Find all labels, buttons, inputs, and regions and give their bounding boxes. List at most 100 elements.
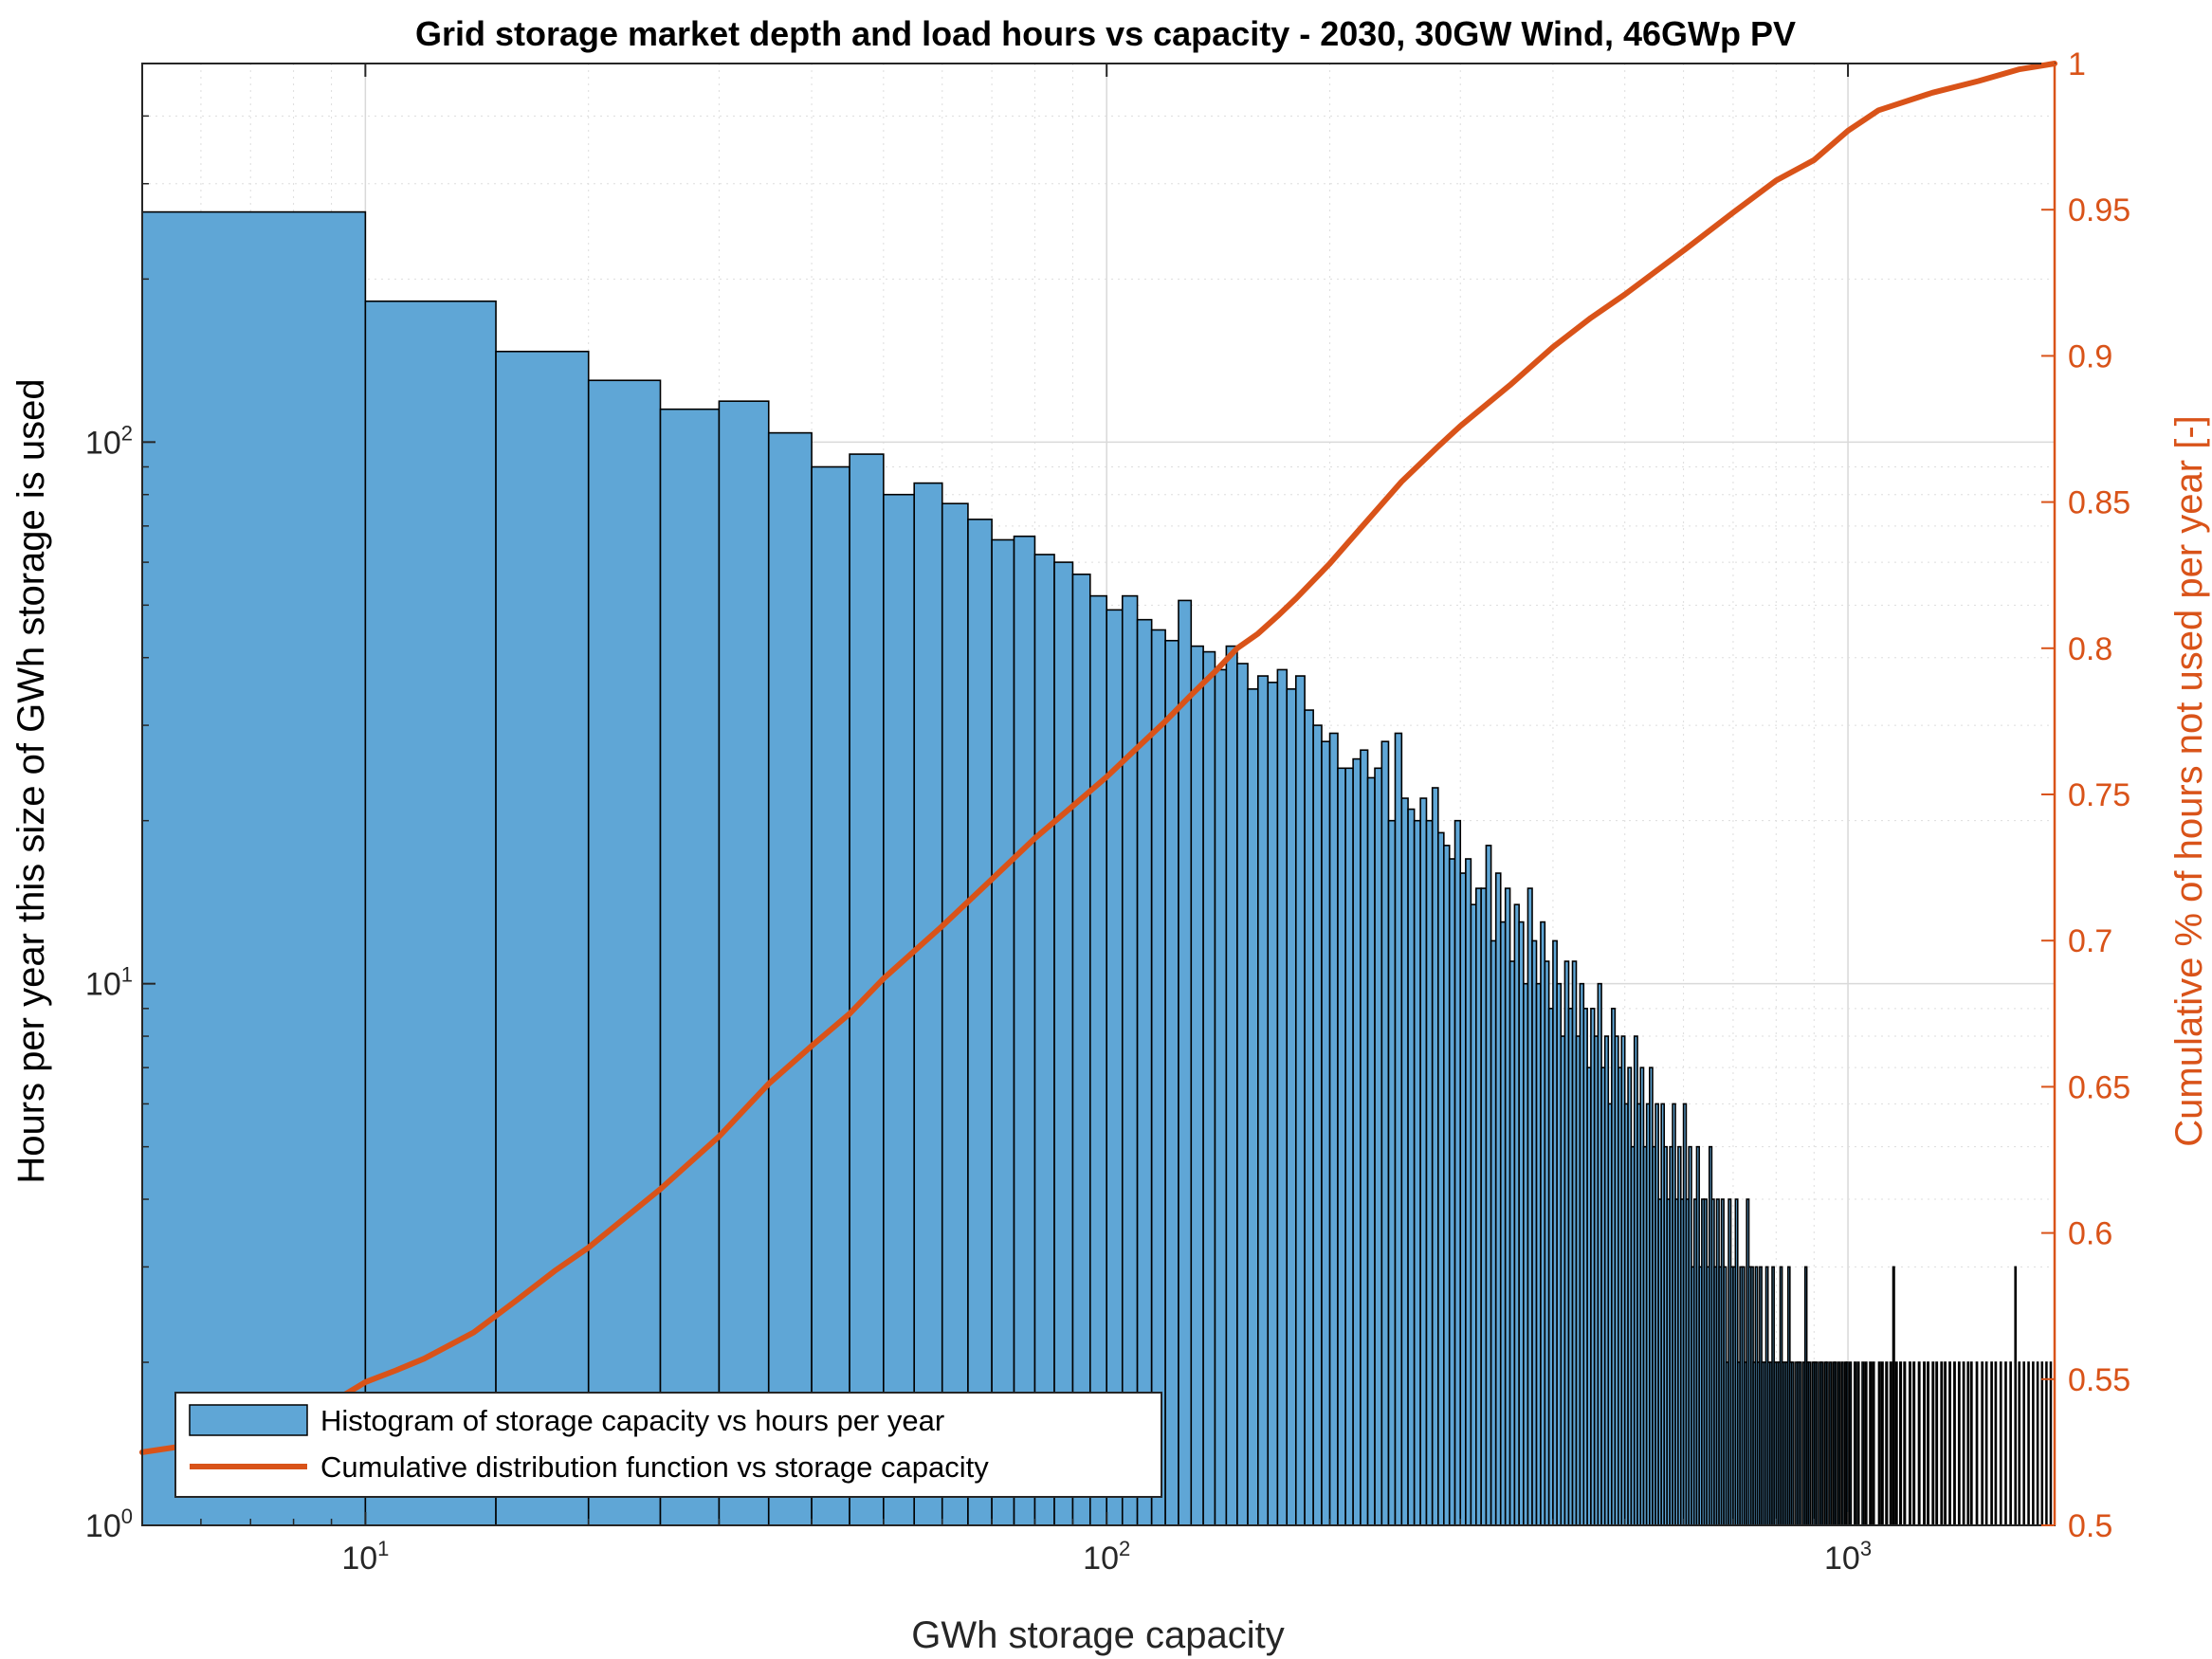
histogram-bars: [141, 210, 2053, 1526]
x-tick-label: 102: [1083, 1537, 1130, 1577]
histogram-bar: [1121, 594, 1139, 1526]
histogram-bar: [1448, 858, 1456, 1526]
histogram-bar: [2018, 1361, 2021, 1526]
histogram-bar: [2004, 1361, 2007, 1526]
histogram-bar: [1953, 1361, 1956, 1526]
histogram-bar: [1360, 749, 1369, 1526]
histogram-bar: [1088, 594, 1108, 1526]
histogram-bar: [1837, 1361, 1841, 1526]
y-right-tick-label: 0.55: [2068, 1362, 2130, 1398]
histogram-bar: [1984, 1361, 1988, 1526]
histogram-bar: [1807, 1361, 1812, 1526]
histogram-bar: [1352, 757, 1362, 1526]
histogram-bar: [1975, 1361, 1979, 1526]
histogram-bar: [1990, 1361, 1993, 1526]
histogram-bar: [1312, 724, 1323, 1526]
cdf-line: [139, 61, 2057, 1455]
histogram-bar: [1840, 1361, 1844, 1526]
histogram-bar: [1931, 1361, 1935, 1526]
histogram-bar: [1819, 1361, 1824, 1526]
histogram-bar: [1894, 1361, 1898, 1526]
histogram-bar: [1470, 903, 1477, 1526]
histogram-bar: [1374, 767, 1383, 1526]
histogram-bar: [1267, 682, 1279, 1526]
histogram-bar: [1912, 1361, 1916, 1526]
histogram-bar: [1178, 599, 1193, 1526]
histogram-bar: [2027, 1361, 2030, 1526]
y-right-tick-label: 0.8: [2068, 631, 2112, 667]
histogram-bar: [1294, 675, 1306, 1526]
histogram-bar: [1969, 1361, 1973, 1526]
histogram-bar: [1425, 819, 1434, 1526]
histogram-bar: [967, 519, 993, 1526]
y-right-tick-label: 0.9: [2068, 338, 2112, 374]
y-axis-label-right: Cumulative % of hours not used per year …: [2168, 415, 2210, 1146]
histogram-bar: [1164, 639, 1179, 1526]
histogram-bar: [1366, 776, 1376, 1526]
y-right-tick-label: 0.95: [2068, 192, 2130, 228]
histogram-bar: [1304, 709, 1314, 1526]
histogram-bar: [1247, 688, 1259, 1526]
chart-title: Grid storage market depth and load hours…: [415, 14, 1796, 53]
histogram-bar: [1053, 561, 1074, 1526]
y-right-tick-label: 0.5: [2068, 1508, 2112, 1544]
histogram-bar: [1431, 787, 1439, 1526]
histogram-bar: [1892, 1266, 1895, 1526]
histogram-bar: [1861, 1361, 1865, 1526]
histogram-bar: [1453, 819, 1462, 1526]
histogram-bar: [1136, 618, 1153, 1526]
histogram-bar: [1459, 872, 1467, 1526]
histogram-bar: [1899, 1361, 1903, 1526]
histogram-bar: [1475, 887, 1482, 1526]
histogram-bar: [1877, 1361, 1881, 1526]
histogram-bar: [1962, 1361, 1965, 1526]
y-tick-label: 100: [85, 1504, 133, 1544]
histogram-bar: [1948, 1361, 1951, 1526]
x-tick-label: 101: [341, 1537, 389, 1577]
histogram-bar: [2032, 1361, 2035, 1526]
cdf-line-group: [139, 61, 2057, 1455]
histogram-bar: [913, 482, 943, 1526]
histogram-bar: [1407, 808, 1416, 1526]
histogram-bar: [1190, 645, 1204, 1526]
histogram-bar: [1419, 797, 1428, 1526]
histogram-bar: [1437, 831, 1445, 1526]
histogram-bar: [2040, 1361, 2044, 1526]
histogram-bar: [1885, 1361, 1889, 1526]
histogram-bar: [2049, 1361, 2053, 1526]
histogram-bar: [1856, 1361, 1860, 1526]
histogram-bar: [1829, 1361, 1833, 1526]
histogram-bar: [1344, 767, 1354, 1526]
y-right-tick-label: 0.6: [2068, 1216, 2112, 1252]
histogram-bar: [1923, 1361, 1927, 1526]
histogram-bar: [1013, 535, 1036, 1526]
histogram-bar: [587, 379, 662, 1526]
histogram-bar: [1940, 1361, 1944, 1526]
histogram-bar: [811, 465, 850, 1526]
histogram-bar: [1380, 740, 1390, 1526]
histogram-bar: [2022, 1361, 2025, 1526]
histogram-bar: [1413, 819, 1421, 1526]
histogram-bar: [718, 400, 770, 1526]
histogram-bar: [1848, 1361, 1853, 1526]
histogram-bar: [1400, 797, 1409, 1526]
histogram-bar: [1944, 1361, 1947, 1526]
histogram-bar: [767, 431, 813, 1526]
legend-label-cdf: Cumulative distribution function vs stor…: [320, 1450, 989, 1484]
histogram-bar: [1443, 845, 1451, 1526]
histogram-bar: [849, 453, 885, 1526]
histogram-bar: [1286, 688, 1297, 1526]
y-right-tick-label: 1: [2068, 46, 2086, 82]
x-tick-label: 103: [1824, 1537, 1872, 1577]
histogram-bar: [1889, 1361, 1892, 1526]
histogram-bar: [1880, 1361, 1884, 1526]
histogram-bar: [1917, 1361, 1921, 1526]
histogram-bar: [1869, 1361, 1873, 1526]
y-tick-label: 101: [85, 963, 133, 1003]
histogram-bar: [1225, 645, 1238, 1526]
y-right-tick-label: 0.75: [2068, 777, 2130, 813]
histogram-bar: [2014, 1266, 2018, 1526]
histogram-bar: [2009, 1361, 2012, 1526]
histogram-bar: [1106, 609, 1124, 1526]
